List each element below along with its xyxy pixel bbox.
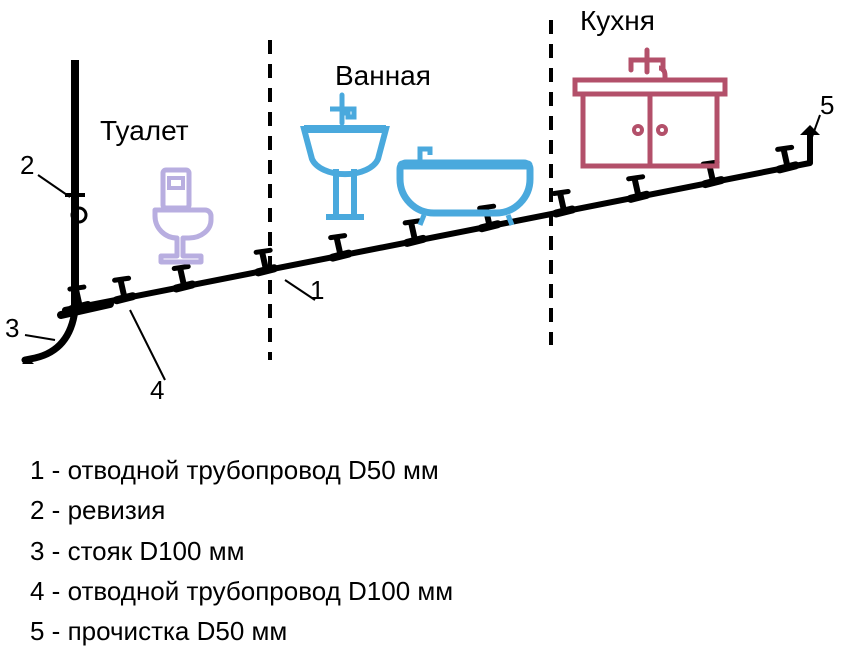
pipe-drawing bbox=[0, 0, 850, 420]
sink-icon bbox=[304, 95, 386, 217]
kitchen-sink-icon bbox=[575, 50, 725, 166]
legend-item-4: 4 - отводной трубопровод D100 мм bbox=[30, 571, 453, 611]
legend-item-3: 3 - стояк D100 мм bbox=[30, 531, 453, 571]
legend-item-2: 2 - ревизия bbox=[30, 490, 453, 530]
legend-item-1: 1 - отводной трубопровод D50 мм bbox=[30, 450, 453, 490]
legend-item-5: 5 - прочистка D50 мм bbox=[30, 611, 453, 651]
bathtub-icon bbox=[400, 149, 530, 225]
legend: 1 - отводной трубопровод D50 мм 2 - реви… bbox=[30, 450, 453, 651]
toilet-icon bbox=[155, 170, 211, 262]
diagram-canvas: Туалет Ванная Кухня 1 2 3 4 5 1 - отводн… bbox=[0, 0, 850, 670]
